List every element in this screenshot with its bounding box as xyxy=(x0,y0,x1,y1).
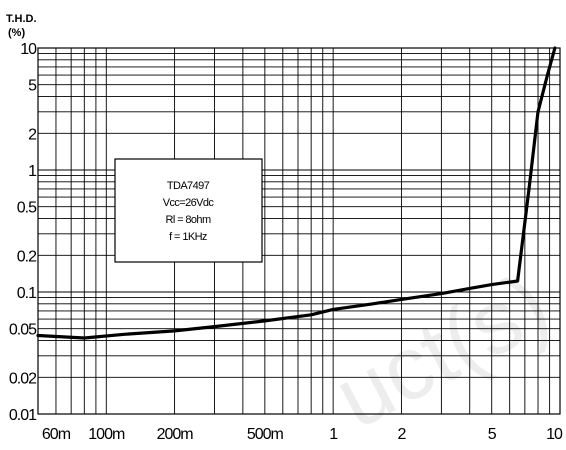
x-tick-label: 1 xyxy=(329,426,338,443)
y-tick-label: 0.01 xyxy=(9,407,37,424)
x-tick-label: 10 xyxy=(546,426,563,443)
annotation-box: TDA7497 Vcc=26Vdc Rl = 8ohm f = 1KHz xyxy=(114,158,263,263)
x-tick-label: 60m xyxy=(42,426,71,443)
y-tick-label: 0.5 xyxy=(17,200,37,217)
y-tick-label: 0.2 xyxy=(17,248,37,265)
plot-frame xyxy=(37,47,561,415)
y-tick-label: 5 xyxy=(28,78,37,95)
annotation-line-frequency: f = 1KHz xyxy=(169,231,207,243)
x-tick-labels: 60m 100m 200m 500m 1 2 5 10 xyxy=(42,426,564,443)
y-axis-title-line-2: (%) xyxy=(8,27,25,39)
y-tick-label: 10 xyxy=(20,41,37,58)
y-tick-label: 1 xyxy=(28,163,37,180)
x-tick-label: 500m xyxy=(247,426,284,443)
annotation-line-device: TDA7497 xyxy=(167,180,210,192)
x-tick-label: 5 xyxy=(488,426,497,443)
annotation-line-vcc: Vcc=26Vdc xyxy=(163,197,215,209)
y-tick-label: 0.02 xyxy=(9,370,37,387)
x-tick-label: 2 xyxy=(397,426,406,443)
thd-curve xyxy=(36,46,557,340)
y-tick-label: 0.1 xyxy=(17,285,37,302)
y-tick-label: 0.05 xyxy=(9,322,37,339)
series-layer xyxy=(36,46,557,340)
y-tick-label: 2 xyxy=(28,126,37,143)
annotation-line-load: Rl = 8ohm xyxy=(165,214,210,226)
y-axis-title-line-1: T.H.D. xyxy=(6,13,37,25)
x-tick-label: 200m xyxy=(157,426,194,443)
y-tick-labels: 10 5 2 1 0.5 0.2 0.1 0.05 0.02 0.01 xyxy=(9,41,38,424)
x-tick-label: 100m xyxy=(88,426,125,443)
